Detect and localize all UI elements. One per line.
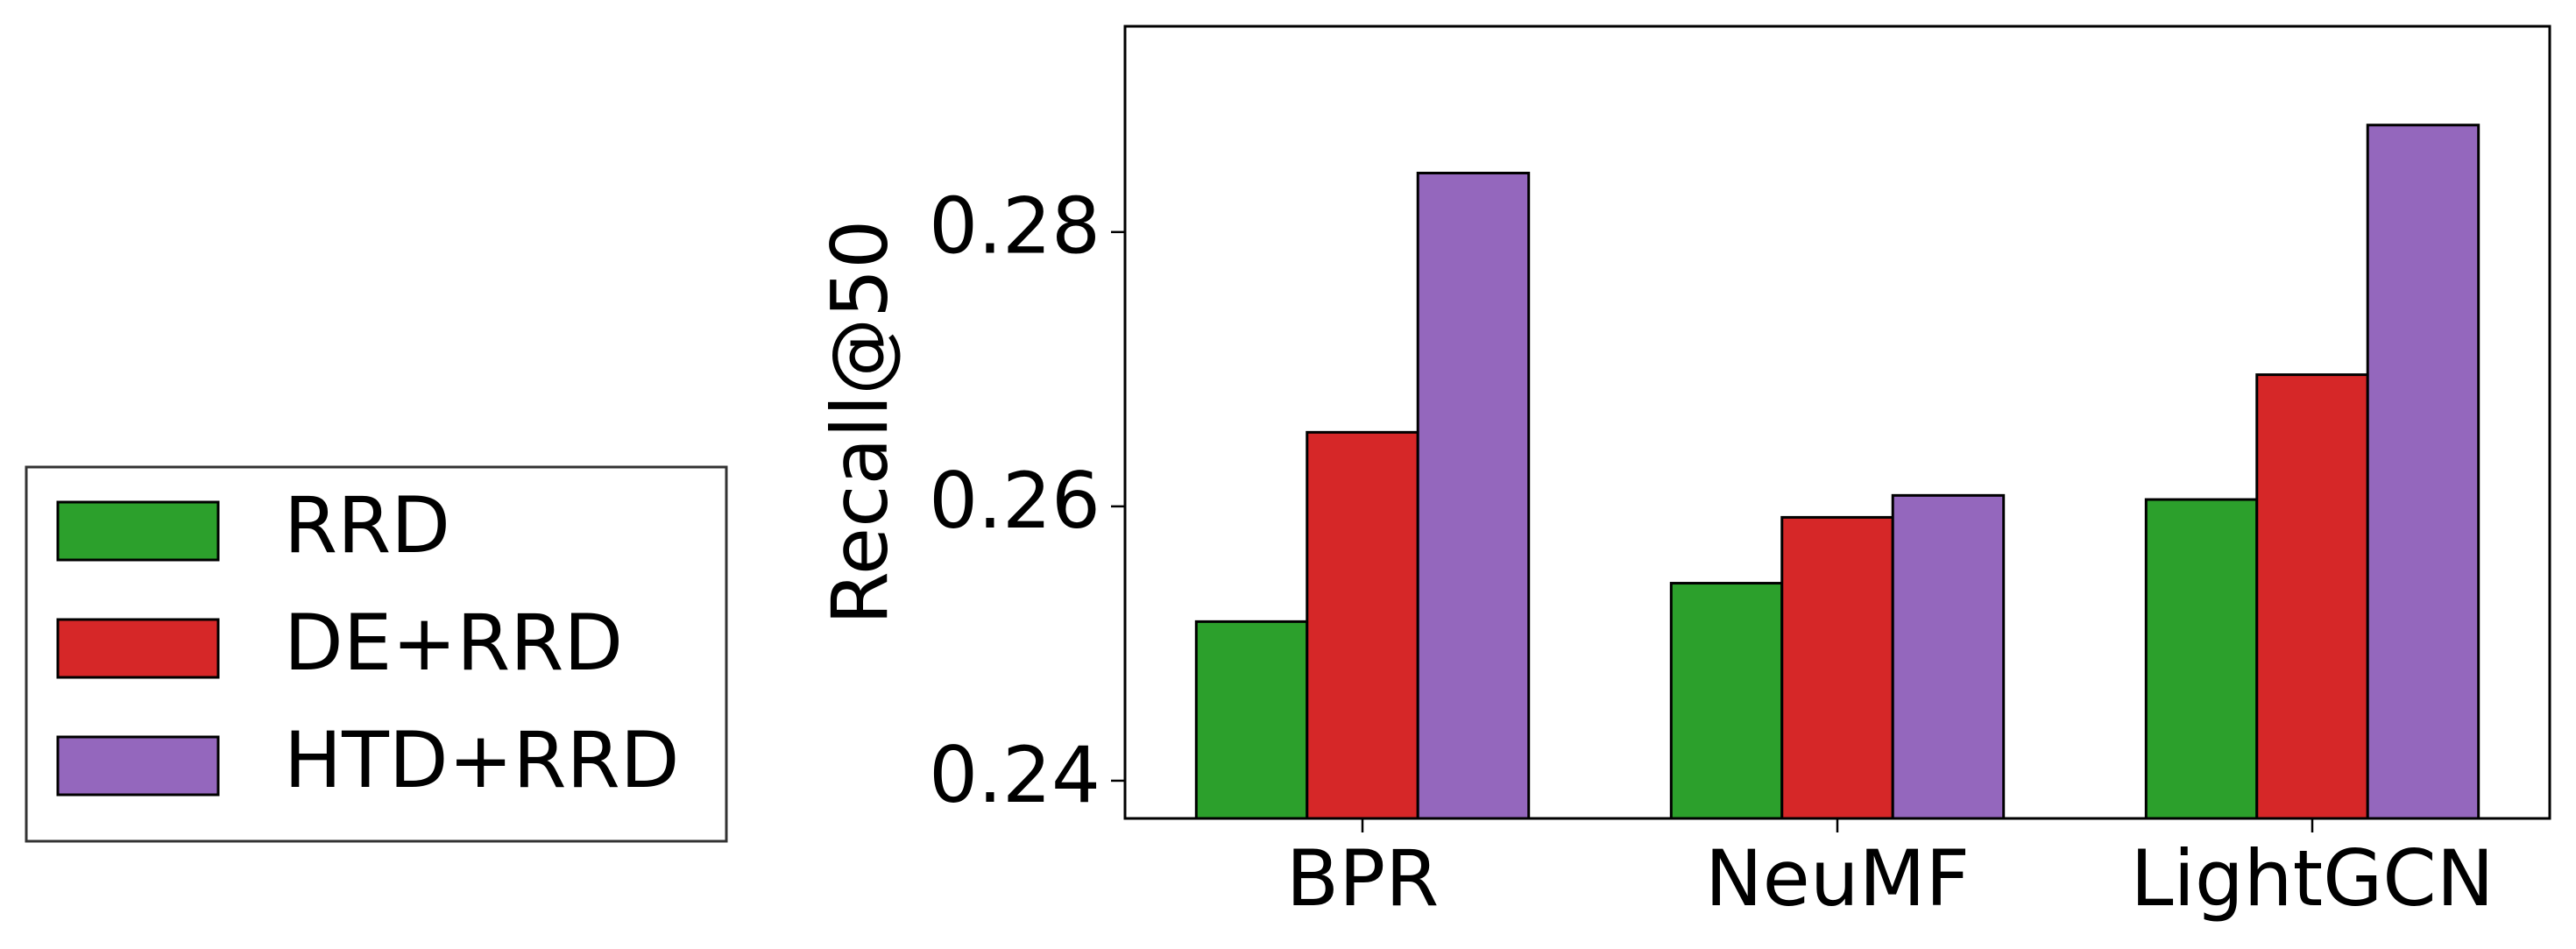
y-tick-label: 0.28 — [929, 181, 1100, 272]
bar — [1194, 620, 1309, 820]
bar — [1780, 515, 1894, 820]
x-tick-label: LightGCN — [2130, 833, 2494, 924]
legend-swatch — [56, 618, 220, 679]
plot-frame — [1123, 25, 2551, 820]
bar — [1416, 171, 1531, 820]
legend-swatch — [56, 500, 220, 562]
y-tick-label: 0.26 — [929, 456, 1100, 546]
bar — [2366, 124, 2480, 820]
bar — [1306, 430, 1419, 820]
bar — [1891, 493, 2006, 820]
y-tick-label: 0.24 — [929, 730, 1100, 820]
legend-swatch — [56, 735, 220, 797]
legend-label: HTD+RRD — [284, 715, 679, 805]
bar — [2144, 498, 2259, 820]
legend-label: RRD — [284, 480, 450, 570]
x-tick-label: NeuMF — [1705, 833, 1970, 924]
x-tick-label: BPR — [1286, 833, 1440, 924]
legend-label: DE+RRD — [284, 598, 623, 688]
bar — [1669, 582, 1784, 820]
y-axis-label: Recall@50 — [815, 220, 905, 626]
bar — [2255, 373, 2369, 820]
